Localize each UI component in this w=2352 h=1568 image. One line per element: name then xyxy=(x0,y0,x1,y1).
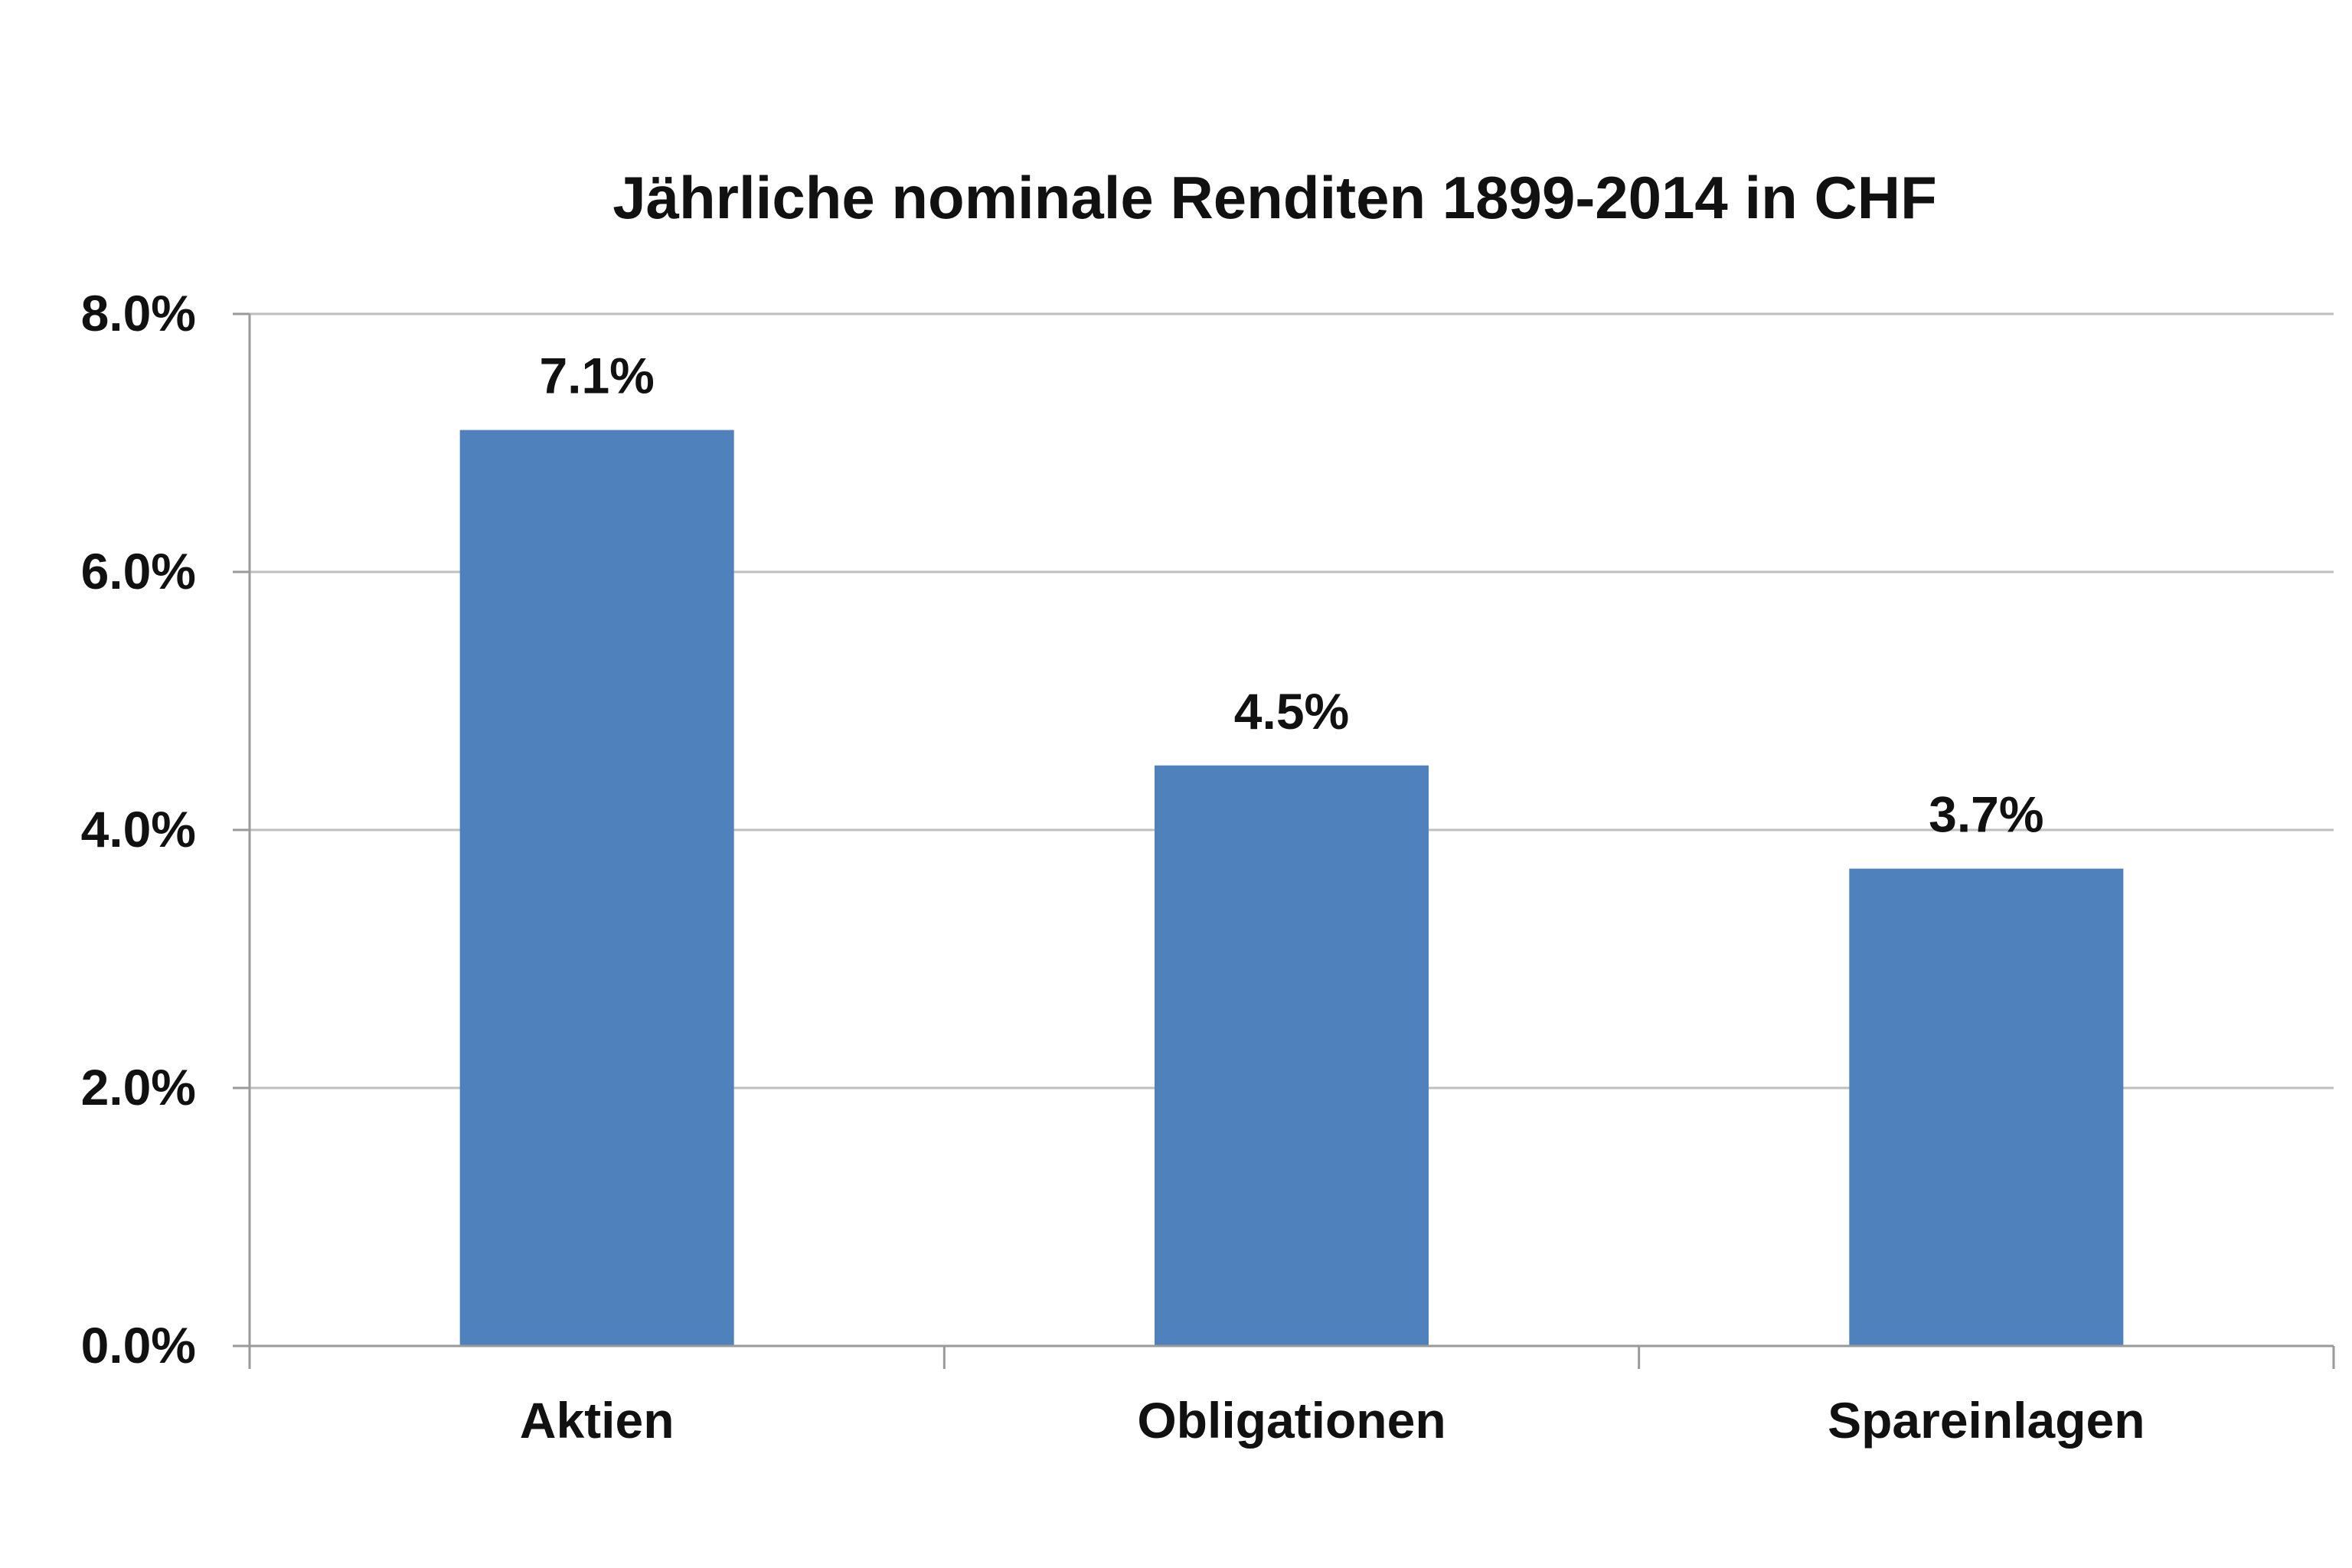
bar-aktien xyxy=(459,430,734,1346)
bar-obligationen xyxy=(1155,765,1429,1346)
bar-spareinlagen xyxy=(1849,868,2124,1346)
data-label: 7.1% xyxy=(539,348,654,404)
x-tick-label: Obligationen xyxy=(1137,1392,1446,1449)
data-label: 3.7% xyxy=(1929,786,2043,843)
y-tick-label: 8.0% xyxy=(81,285,196,341)
chart-title: Jährliche nominale Renditen 1899-2014 in… xyxy=(612,164,1937,231)
data-label: 4.5% xyxy=(1234,683,1349,740)
y-tick-label: 2.0% xyxy=(81,1059,196,1116)
bars xyxy=(459,430,2124,1346)
y-tick-label: 4.0% xyxy=(81,801,196,858)
axes xyxy=(233,312,2335,1369)
y-tick-label: 6.0% xyxy=(81,543,196,599)
y-tick-label: 0.0% xyxy=(81,1317,196,1374)
x-tick-label: Spareinlagen xyxy=(1828,1392,2145,1449)
x-tick-label: Aktien xyxy=(520,1392,675,1449)
labels: 0.0% 2.0% 4.0% 6.0% 8.0% 7.1% Aktien 4.5% Obliga… xyxy=(81,285,2145,1449)
